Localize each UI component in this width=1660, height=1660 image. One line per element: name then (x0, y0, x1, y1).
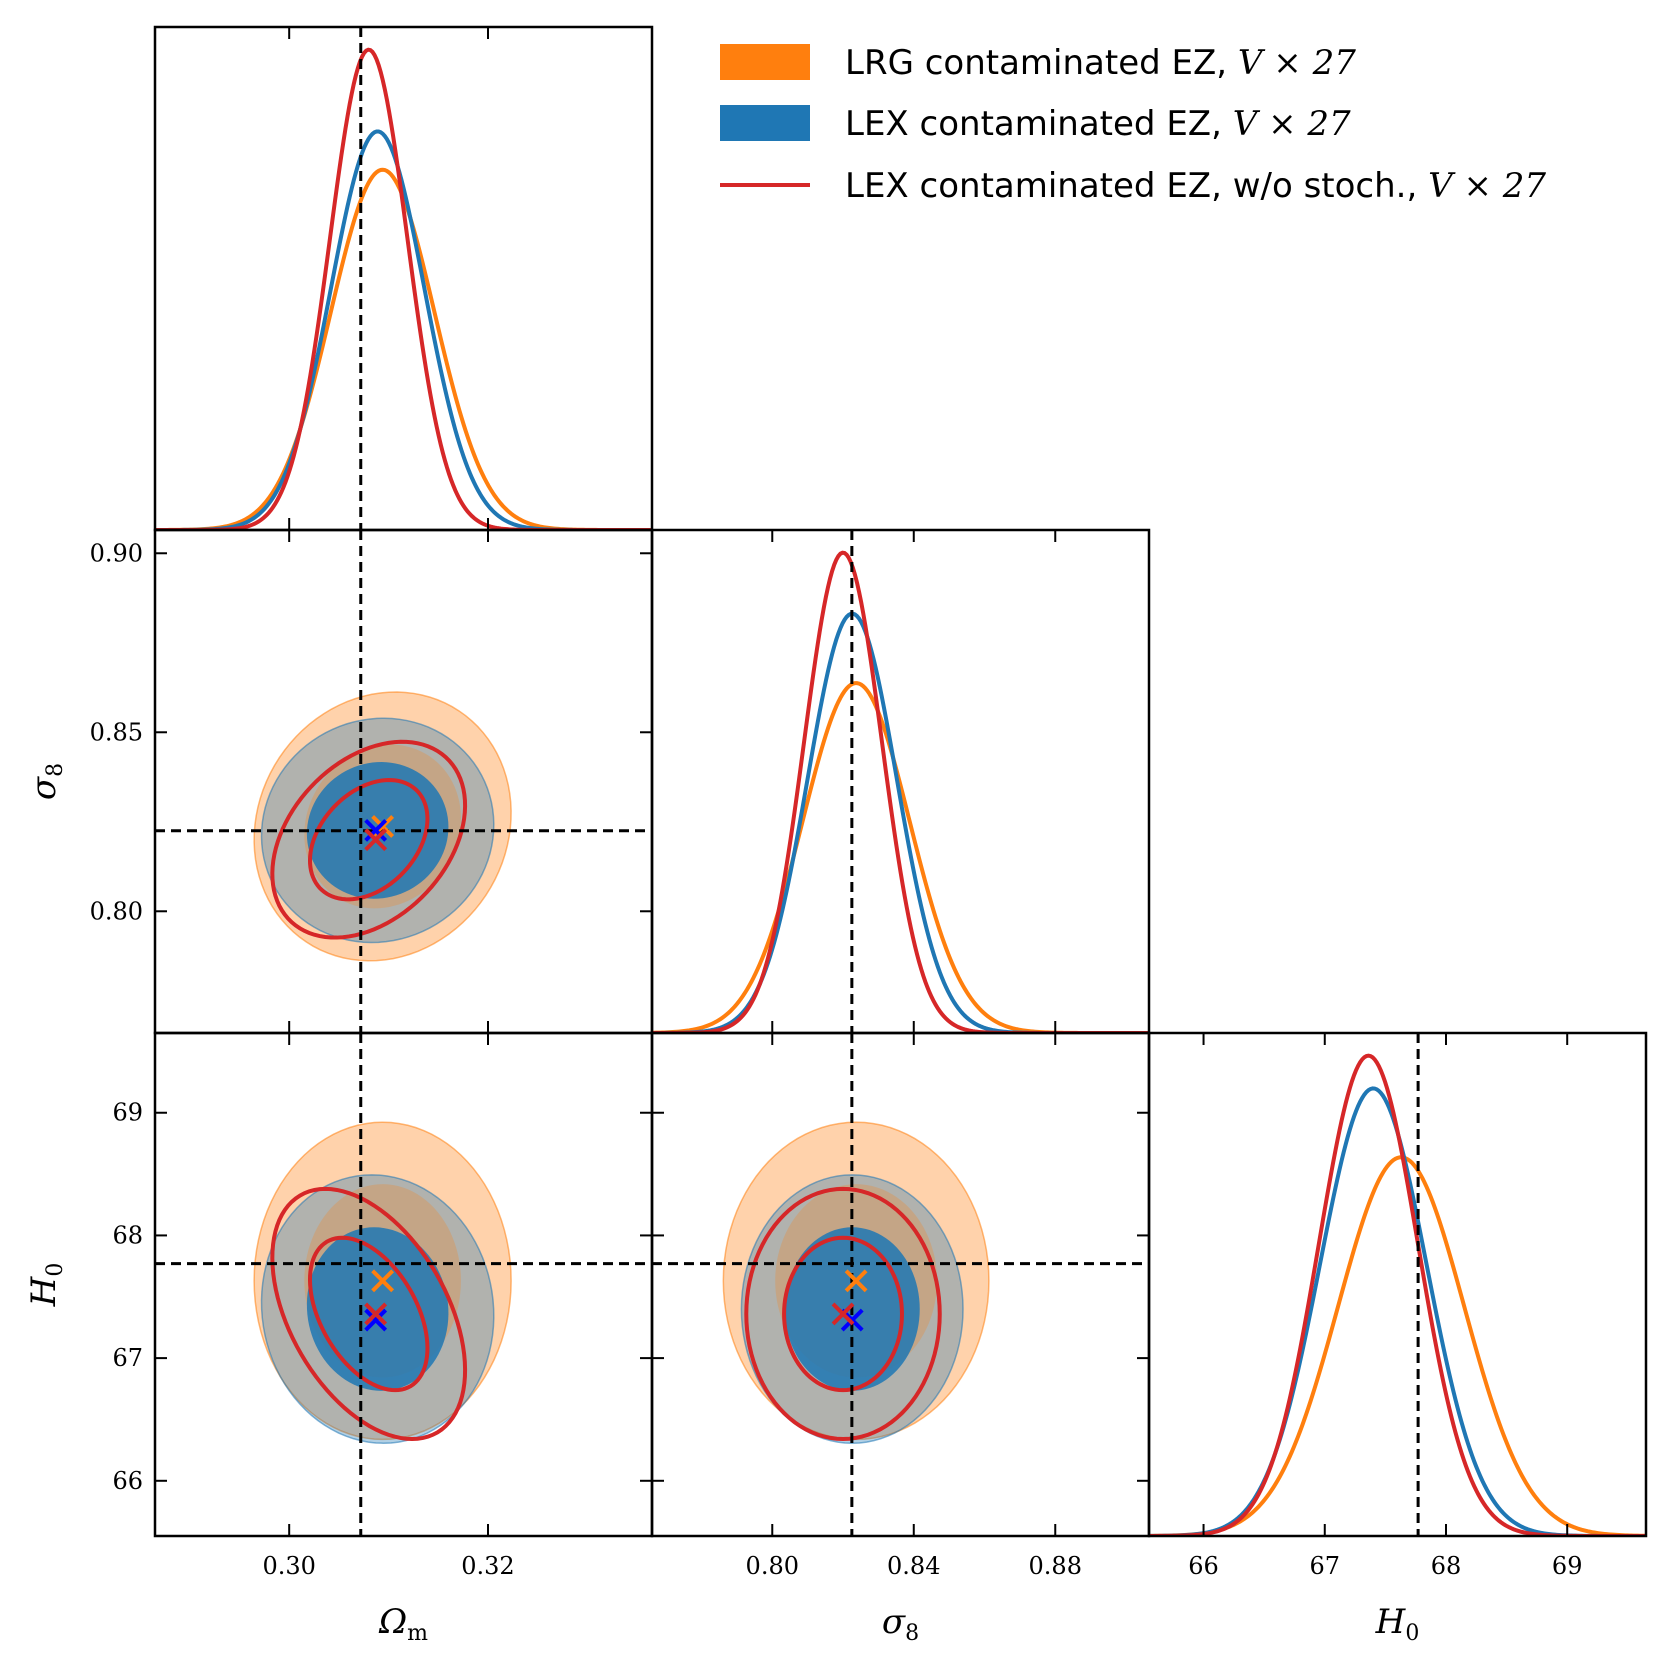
x-tick-label: 0.32 (461, 1552, 514, 1580)
panel-frame (1147, 1031, 1648, 1538)
y-tick-label: 0.90 (90, 539, 143, 567)
best-fit-marker-lexns (364, 828, 388, 852)
marginal-lex-s8 (652, 611, 1149, 1033)
y-tick-label: 68 (112, 1221, 143, 1249)
y-tick-label: 0.80 (90, 897, 143, 925)
x-axis-label-H0: H0 (1375, 1602, 1420, 1646)
marginal-lrg-H0 (1149, 1155, 1646, 1536)
contour-68-lex (306, 1227, 449, 1391)
legend-entry-lexns: LEX contaminated EZ, w/o stoch., V × 27 (720, 166, 1546, 206)
panel-s8-s8 (650, 528, 1151, 1035)
legend-swatch (720, 105, 810, 141)
y-tick-label: 67 (112, 1344, 143, 1372)
y-axis-label-s8: σ8 (24, 763, 68, 800)
legend-swatch (720, 44, 810, 80)
contour-95-lexns (744, 1186, 942, 1441)
contour-95-lexns (270, 1186, 468, 1441)
contour-95-lexns (270, 739, 468, 940)
x-tick-label: 0.88 (1029, 1552, 1082, 1580)
x-tick-label: 69 (1552, 1552, 1583, 1580)
x-tick-label: 0.30 (262, 1552, 315, 1580)
y-axis-label-H0: H0 (24, 1263, 68, 1308)
legend-label: LEX contaminated EZ, w/o stoch., V × 27 (845, 166, 1546, 206)
best-fit-marker-lex (364, 1308, 388, 1332)
panel-s8-Om: 0.80 0.85 0.90 (90, 528, 654, 1035)
legend-entry-lrg: LRG contaminated EZ, V × 27 (720, 43, 1356, 83)
x-axis-label-s8: σ8 (882, 1602, 919, 1646)
x-tick-label: 0.80 (746, 1552, 799, 1580)
x-tick-label: 68 (1431, 1552, 1462, 1580)
x-tick-label: 67 (1309, 1552, 1340, 1580)
best-fit-marker-lrg (844, 1269, 868, 1293)
contour-68-lexns (307, 778, 430, 902)
best-fit-marker-lrg (371, 1269, 395, 1293)
best-fit-marker-lex (364, 818, 388, 842)
marginal-lexns-s8 (652, 550, 1149, 1033)
panel-Om-Om (153, 25, 654, 532)
y-tick-label: 66 (112, 1467, 143, 1495)
marginal-lex-H0 (1149, 1086, 1646, 1536)
legend-label: LEX contaminated EZ, V × 27 (845, 104, 1351, 144)
legend-label: LRG contaminated EZ, V × 27 (845, 43, 1356, 83)
panel-frame (153, 25, 654, 532)
x-axis-label-Om: Ωm (378, 1602, 428, 1646)
panel-H0-Om: 0.30 0.32 66 67 68 69 (112, 1031, 654, 1580)
best-fit-marker-lexns (831, 1302, 855, 1326)
panels-layer: 0.80 0.85 0.90 0.30 0.32 66 67 68 69 0.80 0.84 0.88… (24, 25, 1648, 1646)
marginal-lex-Om (155, 129, 652, 530)
y-tick-label: 69 (112, 1099, 143, 1127)
legend: LRG contaminated EZ, V × 27 LEX contamina… (720, 43, 1546, 206)
legend-entry-lex: LEX contaminated EZ, V × 27 (720, 104, 1351, 144)
x-tick-label: 0.84 (887, 1552, 940, 1580)
marginal-lexns-H0 (1149, 1053, 1646, 1536)
x-tick-label: 66 (1188, 1552, 1219, 1580)
y-tick-label: 0.85 (90, 718, 143, 746)
best-fit-marker-lexns (364, 1302, 388, 1326)
panel-H0-s8: 0.80 0.84 0.88 (650, 1031, 1151, 1580)
marginal-lexns-Om (155, 47, 652, 530)
contour-68-lexns (782, 1235, 904, 1393)
panel-H0-H0: 66 67 68 69 (1147, 1031, 1648, 1580)
marginal-lrg-s8 (652, 681, 1149, 1033)
contour-68-lexns (307, 1235, 430, 1393)
